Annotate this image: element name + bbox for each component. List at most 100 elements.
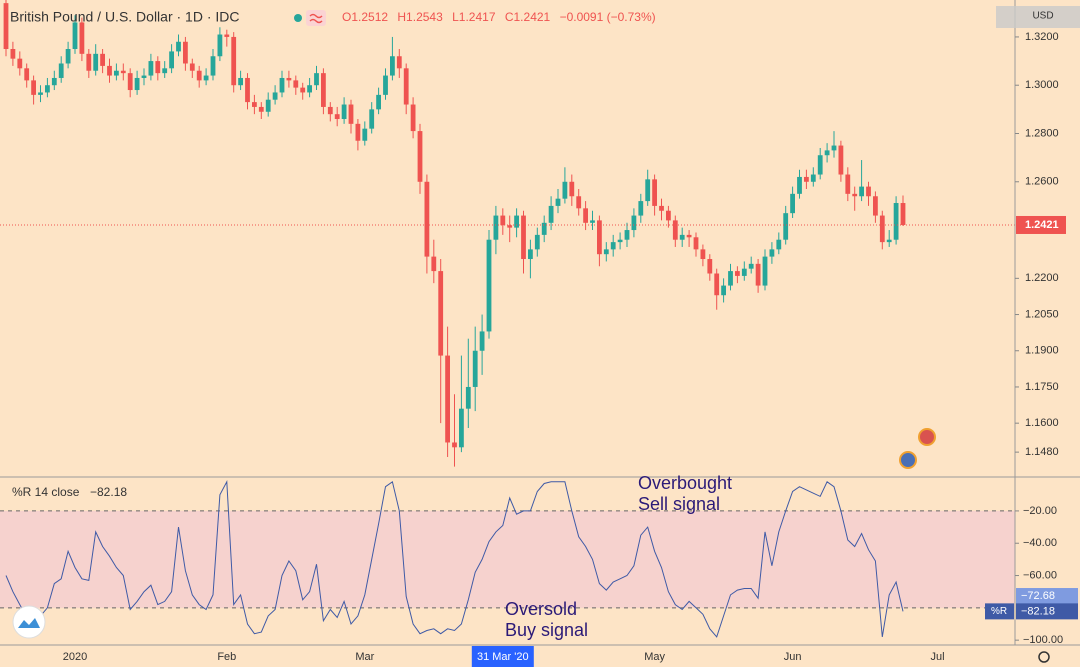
last-price-label: 1.2421 (1025, 219, 1059, 231)
y-tick-label: 1.1750 (1025, 381, 1059, 393)
candle-body (252, 102, 257, 107)
indicator-title: %R 14 close (12, 485, 80, 499)
candle-body (424, 181, 430, 257)
candle-body (645, 179, 651, 202)
candle-body (114, 70, 119, 76)
candle-body (700, 249, 706, 260)
logo-glyph (18, 618, 40, 628)
candle-body (300, 87, 306, 93)
candle-body (183, 41, 188, 64)
candle-body (45, 85, 50, 93)
candle-body (521, 215, 526, 260)
candle-body (169, 51, 174, 69)
candle-body (728, 271, 733, 286)
candle-body (569, 181, 575, 197)
y-tick-label: 1.2200 (1025, 272, 1059, 284)
event-flag[interactable] (899, 451, 917, 469)
annotation-line: Oversold (505, 599, 577, 619)
candle-body (459, 408, 464, 448)
candle-body (403, 68, 409, 105)
candle-body (307, 85, 312, 93)
candle-body (127, 73, 133, 91)
candle-body (327, 106, 333, 115)
candle-body (314, 73, 319, 86)
candle-body (238, 77, 243, 86)
candle-body (548, 205, 554, 223)
candle-body (452, 442, 457, 448)
plot-layer (0, 0, 1015, 638)
settings-icon[interactable] (1038, 651, 1050, 663)
x-tick-label: Mar (355, 651, 374, 663)
candle-body (555, 198, 561, 206)
candle-body (838, 145, 844, 175)
candle-body (86, 53, 92, 71)
candle-body (155, 61, 161, 74)
legend-open: O1.2512 (342, 10, 388, 24)
candle-body (390, 56, 395, 76)
candle-body (141, 75, 147, 78)
candle-body (472, 350, 478, 387)
marker-tag: %R (991, 606, 1007, 617)
candle-body (10, 49, 16, 59)
candle-body (576, 196, 582, 209)
candle-body (383, 75, 388, 95)
event-flag[interactable] (918, 428, 936, 446)
candle-body (852, 193, 858, 197)
candle-body (617, 239, 623, 243)
candle-body (666, 210, 671, 221)
candle-body (245, 77, 250, 103)
candle-body (866, 186, 871, 197)
candle-body (224, 34, 230, 37)
x-tick-label: Jul (930, 651, 944, 663)
candle-body (514, 215, 519, 228)
legend-change: −0.0091 (−0.73%) (560, 10, 656, 24)
y-tick-label: 1.2050 (1025, 308, 1059, 320)
candle-body (321, 73, 326, 107)
candle-body (93, 53, 99, 71)
candle-body (831, 145, 837, 151)
candle-body (369, 109, 375, 129)
candle-body (528, 249, 533, 260)
candle-body (376, 94, 381, 110)
candle-body (79, 22, 85, 54)
alert-icon-glyph (309, 13, 323, 24)
candle-body (217, 34, 223, 57)
candle-body (541, 222, 547, 235)
candle-body (445, 355, 450, 443)
candle-body (51, 77, 57, 86)
candle-body (203, 75, 209, 81)
candle-body (873, 196, 878, 216)
candle-body (741, 268, 747, 276)
candle-body (134, 77, 140, 91)
legend-high: H1.2543 (397, 10, 443, 24)
candle-body (638, 201, 644, 216)
candle-body (859, 186, 864, 197)
candle-body (893, 203, 899, 240)
candle-body (210, 56, 216, 76)
crosshair-label-bg (471, 646, 534, 667)
candle-body (293, 80, 299, 88)
alert-icon (306, 10, 326, 26)
marker-tag-bg (985, 603, 1014, 620)
candle-body (58, 63, 64, 78)
candle-body (24, 68, 30, 81)
candle-body (610, 242, 616, 250)
y-tick-label: 1.3000 (1025, 79, 1059, 91)
record-button[interactable] (996, 6, 1080, 28)
candle-body (886, 239, 892, 243)
annotation-line: Sell signal (638, 494, 720, 514)
x-tick-label: May (644, 651, 665, 663)
candle-body (797, 176, 802, 194)
price-axis-strip (1015, 0, 1080, 667)
candle-body (17, 58, 23, 69)
candle-body (845, 174, 851, 194)
candle-body (355, 123, 361, 141)
candle-body (631, 215, 637, 231)
candle-body (590, 220, 595, 223)
candle-body (824, 150, 830, 156)
y-tick-label: 1.1480 (1025, 446, 1059, 458)
candle-body (107, 65, 112, 76)
candle-body (624, 230, 630, 240)
logo[interactable] (12, 605, 46, 639)
